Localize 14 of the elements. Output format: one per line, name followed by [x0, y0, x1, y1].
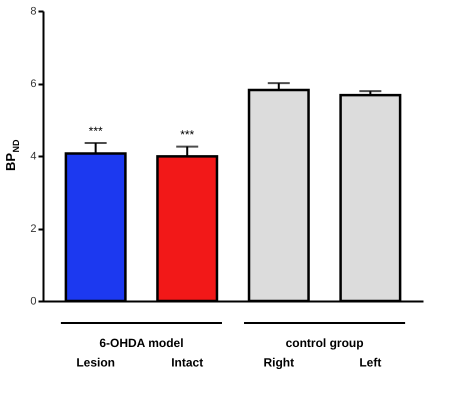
- x-tick-label: Right: [263, 356, 294, 370]
- y-tick-label: 2: [30, 223, 36, 235]
- text: 6-OHDA model: [99, 336, 184, 350]
- y-tick-label: 4: [30, 150, 36, 162]
- annotation: ***: [88, 124, 103, 138]
- annotation: ***: [180, 128, 195, 142]
- y-axis-title: BPND: [3, 139, 21, 172]
- text: control group: [286, 336, 364, 350]
- x-tick-label: Intact: [171, 356, 204, 370]
- y-tick-label: 0: [30, 296, 36, 308]
- x-tick-label: Lesion: [76, 356, 115, 370]
- y-tick-label: 8: [30, 6, 36, 18]
- y-tick-label: 6: [30, 78, 36, 90]
- x-tick-label: Left: [359, 356, 382, 370]
